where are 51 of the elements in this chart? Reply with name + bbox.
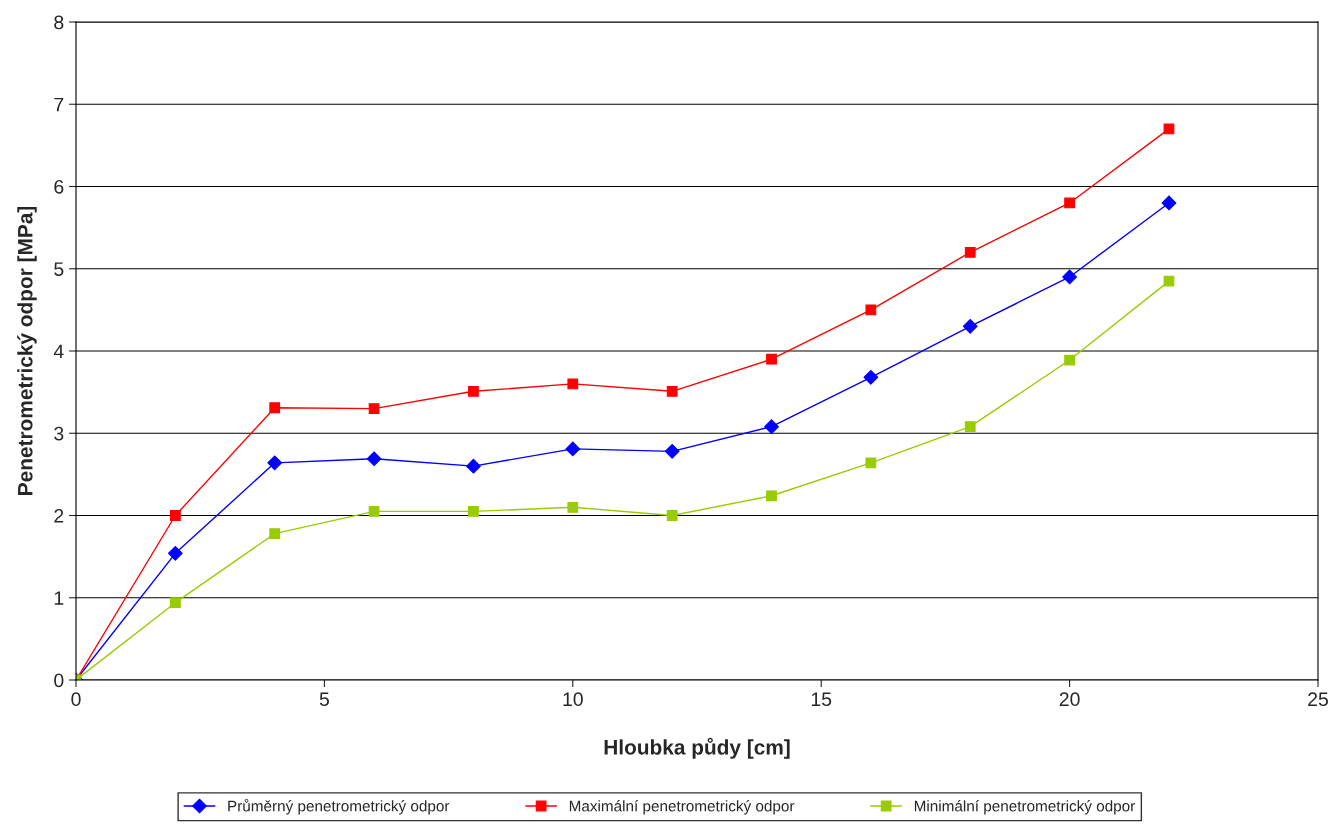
y-tick-label: 1 — [54, 591, 64, 605]
point — [269, 528, 281, 539]
point — [267, 455, 283, 471]
point — [666, 385, 678, 397]
point — [565, 441, 581, 457]
y-tick-label: 4 — [53, 344, 64, 359]
point — [1064, 354, 1075, 366]
y-tick-label: 0 — [54, 673, 64, 688]
point — [964, 421, 976, 433]
point — [1064, 197, 1075, 209]
x-tick-label: 25 — [1308, 692, 1328, 707]
point — [466, 458, 481, 474]
point — [664, 443, 680, 459]
y-tick-label: 3 — [54, 426, 64, 441]
x-axis-title: Hloubka půdy [cm] — [604, 737, 790, 759]
y-tick-label: 8 — [54, 15, 64, 30]
x-tick-label: 5 — [319, 692, 329, 707]
point — [368, 506, 380, 517]
legend-label: Maximální penetrometrický odpor — [569, 800, 795, 815]
point — [766, 490, 777, 502]
point — [468, 506, 479, 517]
point — [962, 318, 978, 334]
point — [368, 403, 380, 414]
point — [766, 353, 777, 365]
legend-label: Minimální penetrometrický odpor — [914, 800, 1136, 815]
legend-label: Průměrný penetrometrický odpor — [228, 799, 450, 815]
point — [865, 304, 877, 316]
point — [964, 246, 976, 258]
point — [169, 597, 181, 609]
point — [764, 419, 779, 435]
y-axis-title: Penetrometrický odpor [MPa] — [17, 206, 37, 495]
point — [468, 385, 479, 397]
x-tick-label: 0 — [71, 692, 81, 707]
y-tick-label: 7 — [54, 97, 64, 112]
point — [666, 510, 678, 521]
y-tick-label: 2 — [54, 508, 64, 523]
x-tick-label: 15 — [811, 692, 832, 707]
point — [169, 510, 181, 521]
x-tick-label: 10 — [563, 692, 583, 707]
point — [1062, 269, 1077, 285]
y-tick-label: 6 — [54, 179, 64, 194]
point — [863, 369, 879, 385]
y-tick-label: 5 — [54, 262, 64, 276]
point — [567, 501, 579, 513]
point — [366, 451, 382, 467]
point — [567, 378, 579, 390]
point — [865, 457, 877, 469]
point — [269, 402, 281, 414]
x-tick-label: 20 — [1059, 692, 1080, 707]
point — [167, 545, 183, 561]
point — [1161, 195, 1177, 211]
